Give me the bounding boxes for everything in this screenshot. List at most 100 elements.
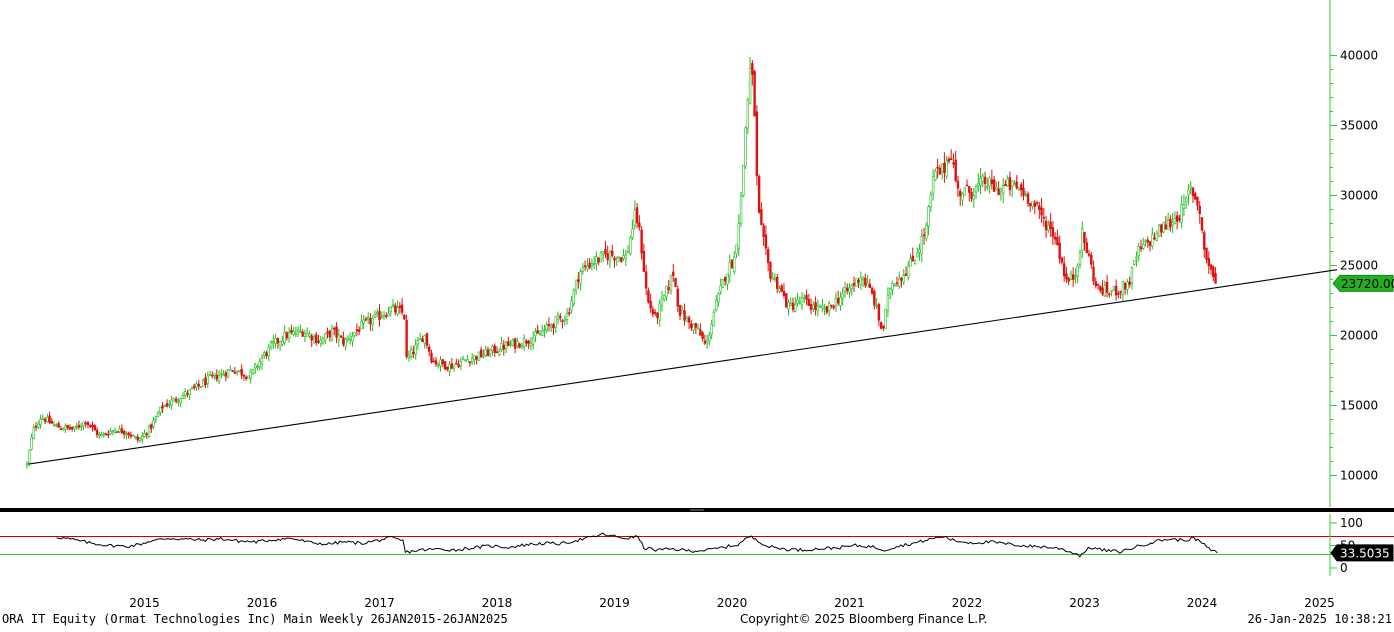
candle-up: [287, 332, 291, 339]
candle-down: [233, 371, 237, 374]
candle-down: [667, 287, 670, 290]
candle-down: [301, 331, 304, 337]
candle-up: [351, 336, 354, 342]
candle-up: [324, 333, 327, 341]
candle-down: [68, 427, 72, 430]
candle-up: [848, 287, 851, 293]
candle-down: [518, 343, 521, 348]
candle-down: [724, 277, 727, 282]
candle-down: [326, 331, 329, 334]
candle-up: [159, 406, 162, 413]
candle-down: [290, 329, 293, 333]
candle-up: [360, 320, 363, 330]
candle-down: [730, 259, 734, 269]
candle-up: [888, 288, 892, 294]
candle-up: [1013, 183, 1016, 186]
candle-up: [925, 224, 928, 240]
candle-up: [362, 319, 365, 324]
candle-up: [226, 369, 230, 378]
candle-up: [217, 375, 221, 382]
candle-down: [620, 257, 623, 262]
candle-up: [439, 359, 442, 367]
candle-down: [1214, 273, 1217, 284]
candle-up: [1144, 240, 1147, 243]
candle-up: [111, 430, 115, 432]
candle-up: [52, 424, 56, 426]
candle-up: [141, 435, 144, 440]
candle-down: [606, 253, 609, 260]
candle-down: [495, 351, 499, 354]
candle-down: [1148, 241, 1152, 246]
candle-up: [827, 303, 831, 312]
candle-down: [428, 346, 431, 352]
candle-down: [197, 383, 200, 387]
candle-down: [672, 271, 675, 276]
candle-up: [986, 186, 989, 189]
candle-down: [1033, 202, 1036, 207]
candle-up: [735, 244, 738, 255]
candle-up: [1074, 275, 1077, 278]
candle-up: [631, 228, 634, 238]
candle-up: [886, 294, 890, 311]
candle-down: [1065, 273, 1068, 280]
candle-up: [893, 284, 896, 287]
candle-down: [405, 319, 408, 357]
candle-up: [113, 430, 117, 433]
candle-up: [238, 369, 241, 372]
candle-up: [1006, 178, 1009, 187]
candle-down: [434, 360, 438, 365]
candle-down: [50, 420, 54, 424]
candle-up: [179, 398, 182, 404]
candle-up: [714, 300, 718, 311]
candle-down: [59, 428, 63, 431]
candle-up: [866, 282, 869, 287]
candle-down: [1198, 205, 1201, 214]
candle-down: [174, 398, 178, 402]
candle-up: [41, 418, 45, 420]
candle-down: [385, 315, 388, 317]
candle-down: [644, 271, 648, 289]
candle-up: [737, 222, 740, 249]
candle-up: [346, 337, 350, 340]
candle-up: [177, 400, 180, 403]
candle-down: [1101, 287, 1104, 295]
candle-down: [954, 159, 957, 182]
candle-up: [669, 274, 673, 291]
candle-up: [274, 337, 277, 344]
candle-down: [1035, 202, 1039, 205]
candle-down: [597, 257, 600, 263]
candle-up: [102, 433, 106, 435]
candle-up: [929, 194, 933, 208]
candle-down: [378, 310, 381, 321]
candle-up: [1121, 281, 1125, 295]
candle-up: [373, 313, 377, 318]
candle-down: [604, 248, 607, 255]
candle-up: [660, 298, 664, 306]
candle-down: [1164, 224, 1168, 230]
candle-up: [147, 425, 151, 437]
candle-up: [73, 426, 76, 429]
candle-up: [344, 338, 347, 347]
candle-up: [728, 261, 731, 277]
candle-down: [877, 304, 881, 321]
candle-down: [1194, 193, 1197, 200]
candle-down: [809, 304, 813, 310]
candle-down: [328, 330, 331, 338]
candle-up: [312, 336, 316, 339]
candle-up: [565, 313, 569, 320]
candle-up: [1135, 256, 1138, 260]
candle-up: [717, 293, 720, 303]
candle-down: [1053, 236, 1057, 240]
candle-up: [545, 324, 548, 332]
candle-down: [751, 63, 754, 75]
candle-down: [70, 426, 74, 430]
candle-down: [400, 304, 404, 313]
candle-down: [852, 282, 856, 286]
x-axis-label: 2018: [482, 596, 513, 610]
candle-down: [1128, 281, 1131, 285]
candle-down: [635, 207, 639, 224]
candle-up: [473, 355, 476, 361]
candle-up: [608, 251, 612, 261]
candle-down: [242, 375, 246, 377]
candle-down: [687, 317, 691, 323]
